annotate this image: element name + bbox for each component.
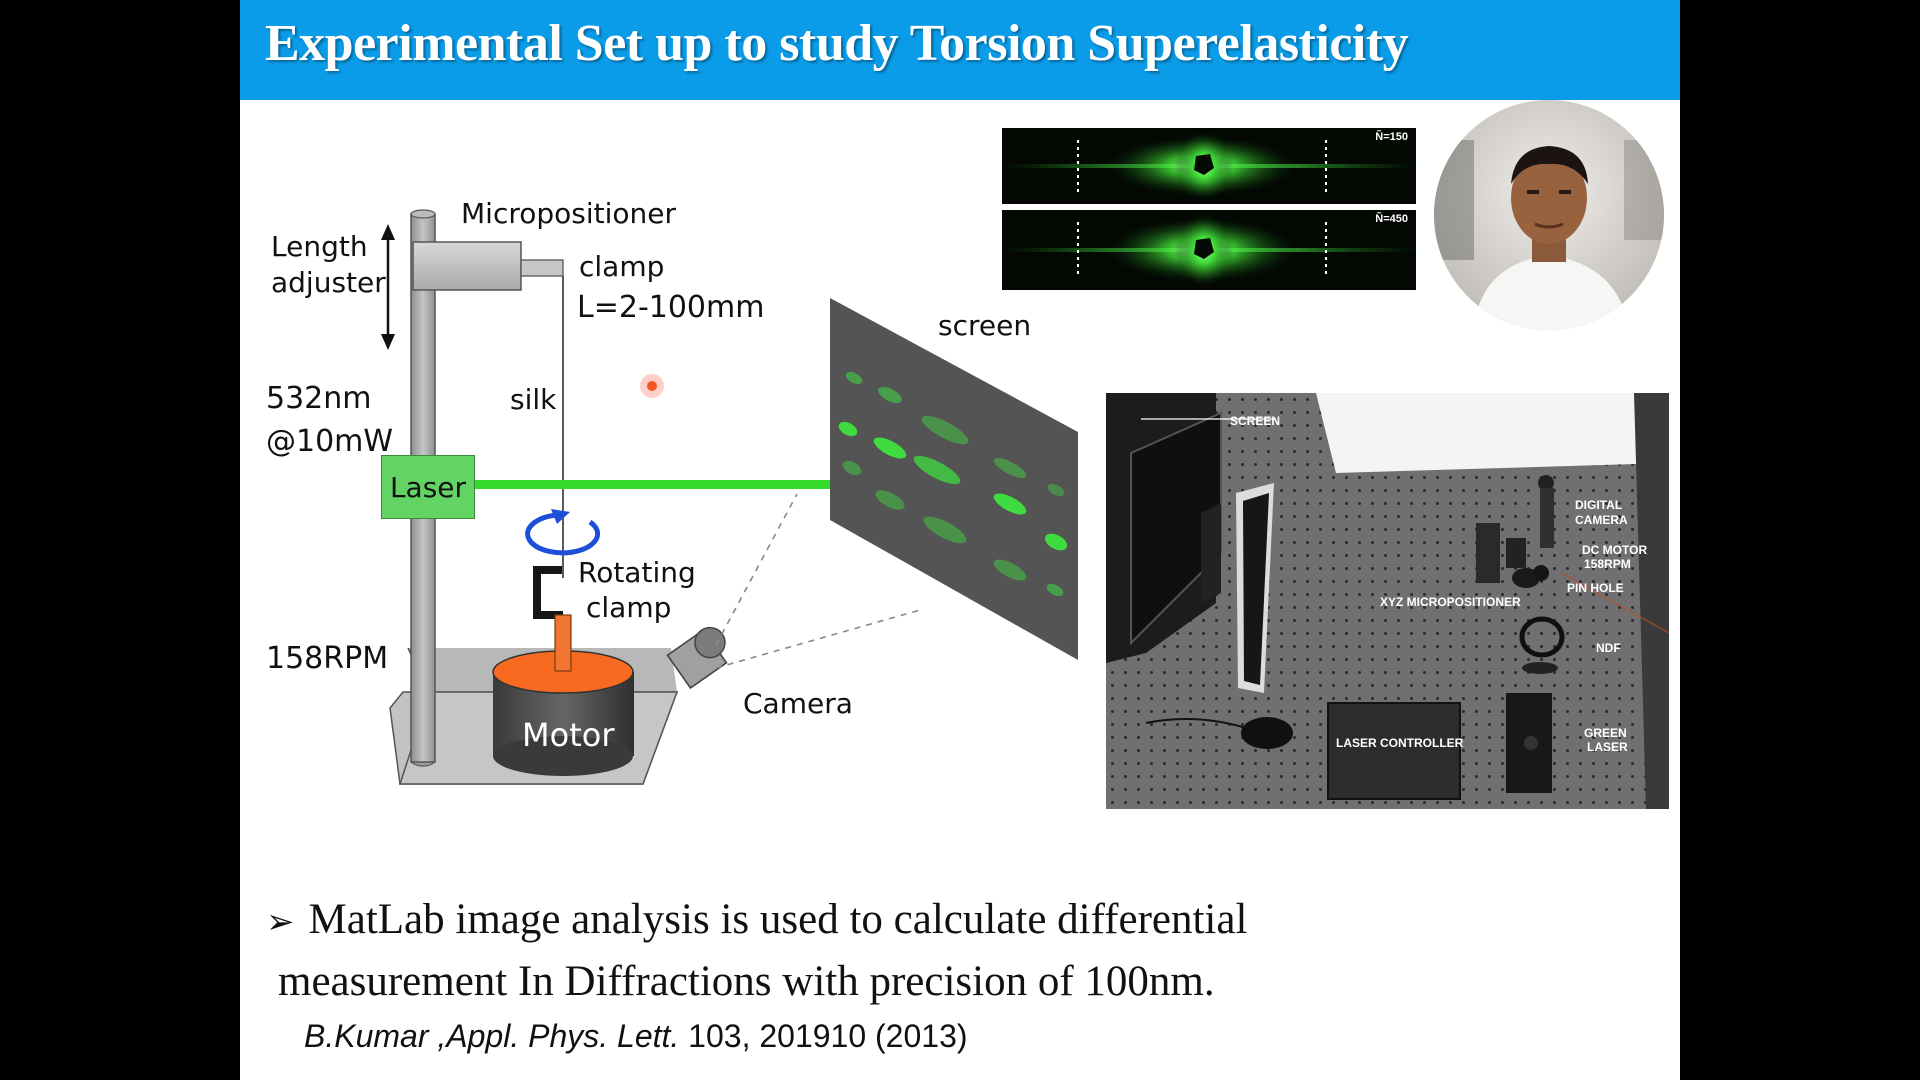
rotating-clamp-label-1: Rotating (578, 556, 696, 589)
diffraction-strip-1: Ñ=150 (1002, 128, 1416, 204)
presenter-webcam (1434, 100, 1664, 330)
screen-diffraction-spot (845, 371, 863, 385)
diffraction-n-label-2: Ñ=450 (1375, 213, 1408, 225)
screen-diffraction-spot (923, 516, 967, 544)
screen-diffraction-spot (873, 437, 907, 459)
title-bar: Experimental Set up to study Torsion Sup… (240, 0, 1680, 100)
camera-view-lines (715, 493, 921, 669)
slide: Experimental Set up to study Torsion Sup… (240, 0, 1680, 1080)
citation-ref: 103, 201910 (2013) (679, 1018, 968, 1054)
photo-label-dc-motor-1: DC MOTOR (1582, 543, 1648, 557)
screen-diffraction-spot (1047, 483, 1065, 497)
screen-diffraction-spot (842, 460, 862, 476)
screen-diffraction-spots (838, 371, 1068, 597)
camera-shape (666, 626, 728, 690)
micropositioner-label: Micropositioner (461, 197, 677, 230)
pointer-dot (640, 374, 664, 398)
wavelength-label: 532nm (266, 381, 372, 416)
lab-photo-drawing (1106, 393, 1669, 809)
setup-diagram (381, 209, 1078, 785)
citation-journal: Appl. Phys. Lett. (446, 1018, 680, 1054)
photo-label-pin-hole: PIN HOLE (1567, 581, 1624, 595)
diffraction-pattern-1 (1002, 132, 1416, 200)
screen-diffraction-spot (875, 490, 905, 510)
photo-label-green-laser-1: GREEN (1584, 726, 1627, 740)
photo-label-screen: SCREEN (1230, 414, 1281, 428)
bullet-text-line-2: measurement In Diffractions with precisi… (278, 958, 1215, 1005)
bullet-point: ➢ MatLab image analysis is used to calcul… (266, 890, 1416, 1011)
bullet-text-line-1: MatLab image analysis is used to calcula… (308, 896, 1248, 943)
photo-label-ndf: NDF (1596, 641, 1621, 655)
screen-diffraction-spot (1044, 533, 1068, 551)
bullet-marker: ➢ (266, 902, 295, 942)
rpm-label: 158RPM (266, 641, 389, 676)
screen-diffraction-spot (913, 455, 961, 485)
length-adjuster-label-2: adjuster (271, 266, 386, 299)
motor-body (492, 614, 634, 776)
bullet-line-1: ➢ MatLab image analysis is used to calcul… (266, 890, 1416, 952)
photo-label-digital-camera-1: DIGITAL (1575, 498, 1623, 512)
presenter-avatar (1434, 100, 1664, 330)
citation: B.Kumar ,Appl. Phys. Lett. 103, 201910 (… (304, 1018, 968, 1055)
length-adjuster-arrow (381, 224, 395, 350)
laser-label: Laser (389, 470, 467, 504)
diffraction-patterns: Ñ=150 Ñ=450 (1002, 128, 1416, 290)
diffraction-strip-2: Ñ=450 (1002, 210, 1416, 290)
photo-label-xyz-micropositioner: XYZ MICROPOSITIONER (1380, 595, 1521, 609)
screen-label: screen (938, 309, 1032, 342)
screen-diffraction-spot (838, 421, 858, 437)
screen-diffraction-spot (878, 386, 902, 404)
photo-label-digital-camera-2: CAMERA (1575, 513, 1628, 527)
screen-diffraction-spot (993, 559, 1027, 581)
slide-title: Experimental Set up to study Torsion Sup… (265, 15, 1409, 72)
diffraction-n-label-1: Ñ=150 (1375, 131, 1408, 143)
silk-label: silk (510, 383, 557, 416)
camera-label: Camera (743, 687, 853, 720)
photo-label-green-laser-2: LASER (1587, 740, 1628, 754)
length-range-label: L=2-100mm (577, 290, 765, 325)
screen-diffraction-spot (993, 458, 1027, 478)
power-label: @10mW (266, 424, 394, 459)
clamp-label: clamp (579, 250, 665, 283)
screen-diffraction-spot (1046, 583, 1064, 597)
micropositioner-block (412, 241, 564, 291)
photo-label-dc-motor-2: 158RPM (1584, 557, 1631, 571)
laser-box: Laser (381, 455, 475, 519)
length-adjuster-label-1: Length (271, 230, 368, 263)
motor-label: Motor (522, 716, 615, 754)
screen-diffraction-spot (921, 415, 969, 445)
rotation-arrow (525, 509, 601, 556)
rotating-clamp-bracket (533, 566, 563, 619)
photo-label-laser-controller: LASER CONTROLLER (1336, 736, 1464, 750)
lab-setup-photo: SCREEN DIGITAL CAMERA DC MOTOR 158RPM PI… (1106, 393, 1669, 809)
diffraction-pattern-2 (1002, 214, 1416, 286)
citation-authors: B.Kumar , (304, 1018, 447, 1054)
screen-diffraction-spot (993, 493, 1027, 515)
rotating-clamp-label-2: clamp (586, 591, 672, 624)
